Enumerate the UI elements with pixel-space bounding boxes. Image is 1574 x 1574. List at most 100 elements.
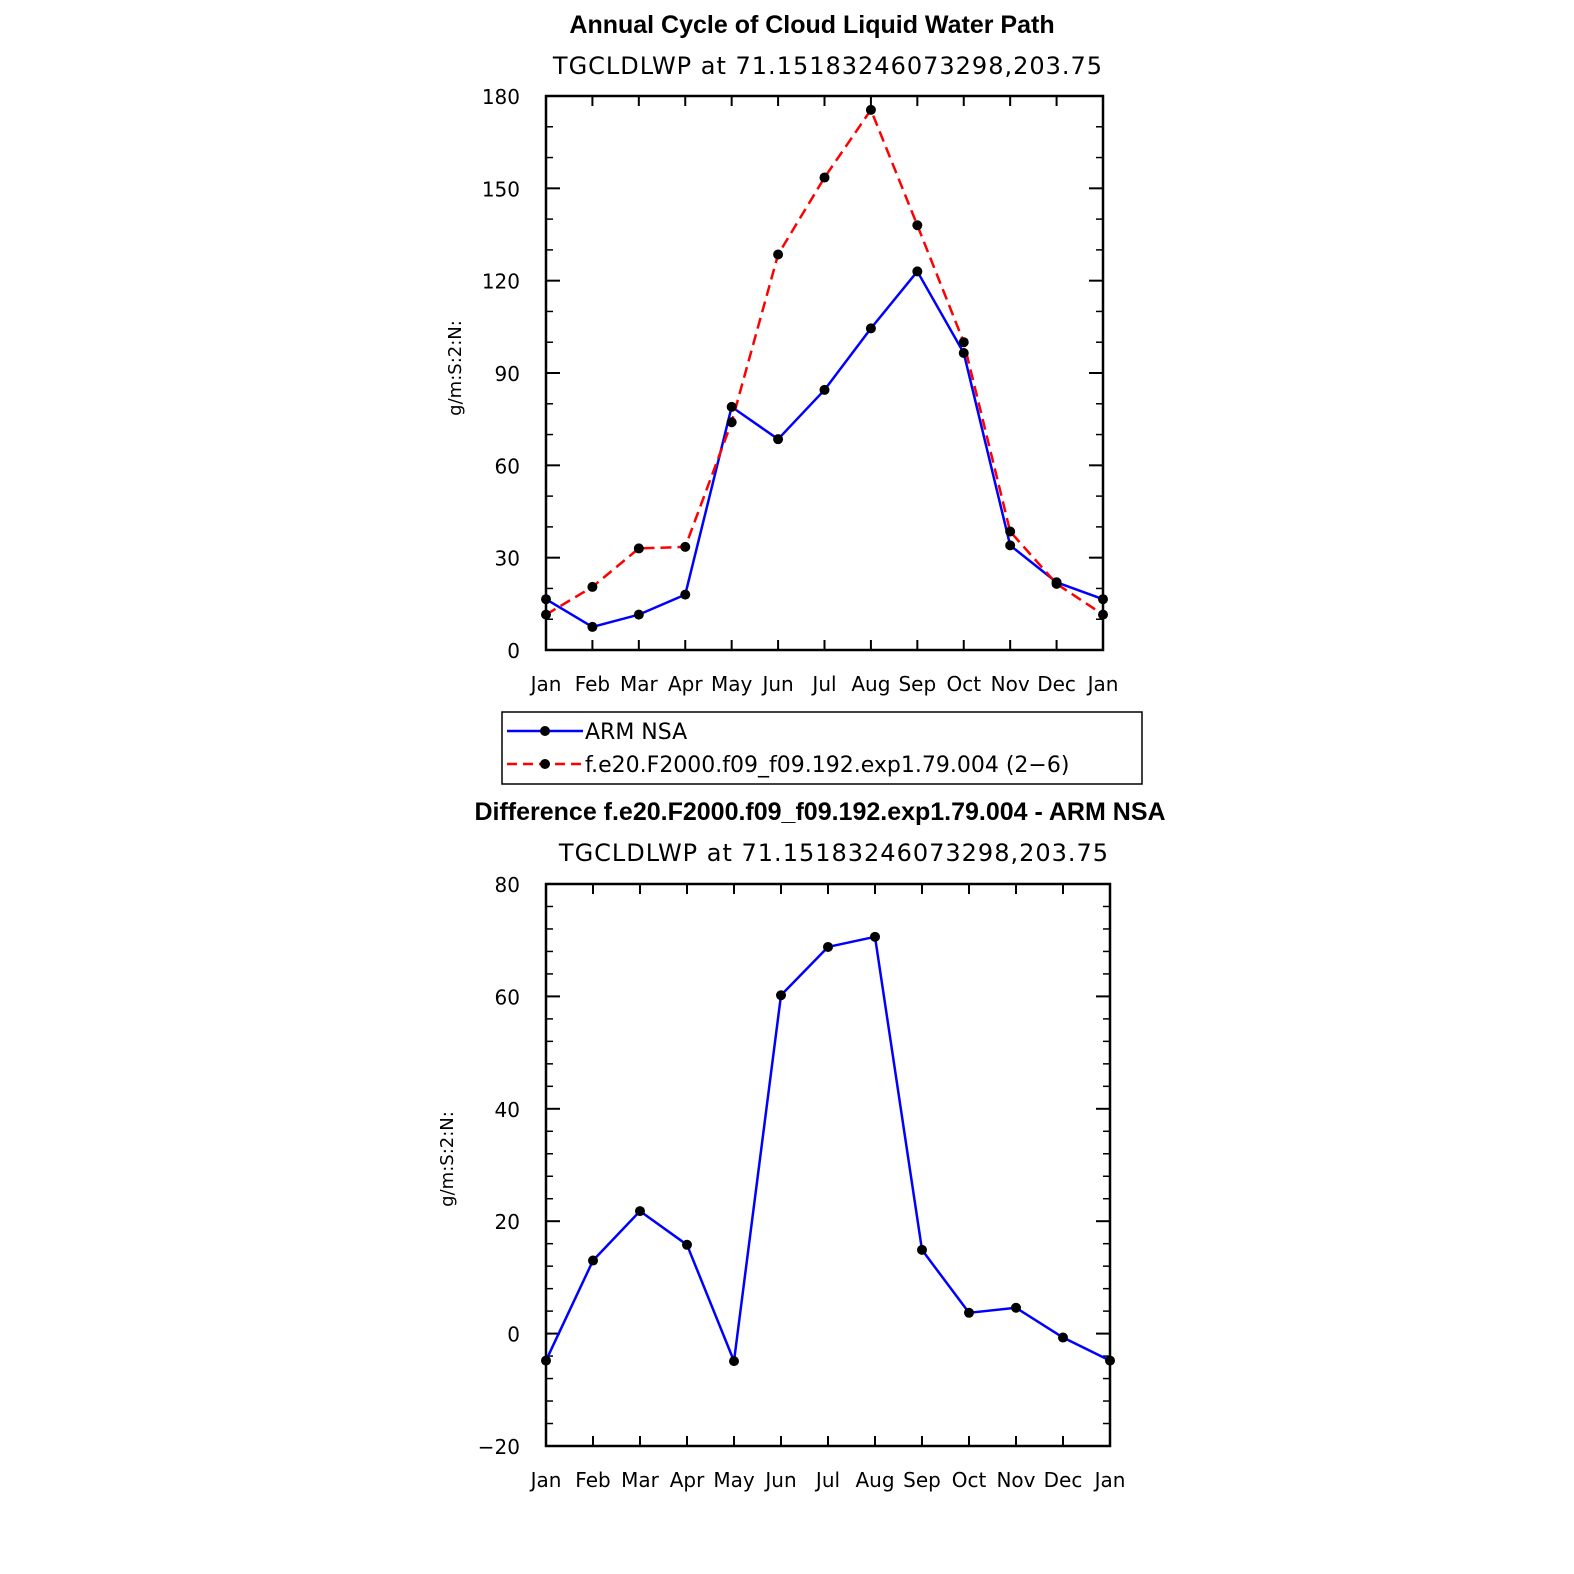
x-tick-label: Nov (991, 672, 1030, 696)
x-tick-label: Aug (855, 1468, 894, 1492)
y-tick-label: 150 (482, 177, 520, 201)
series-1-point (680, 541, 691, 552)
chart-subtitle: TGCLDLWP at 71.15183246073298,203.75 (552, 52, 1103, 80)
series-0-point (917, 1244, 927, 1255)
series-0-point (588, 1255, 598, 1266)
x-tick-label: Jan (1086, 672, 1119, 696)
series-0-point (773, 434, 784, 445)
annual-cycle-panel: Annual Cycle of Cloud Liquid Water Path … (445, 11, 1118, 696)
series-line-1 (545, 108, 1104, 616)
series-1-point (773, 249, 784, 260)
x-tick-label: Oct (952, 1468, 987, 1492)
series-0-point (541, 1355, 551, 1366)
series-0-point (819, 384, 830, 395)
x-tick-label: Sep (903, 1468, 941, 1492)
series-0-point (865, 323, 876, 334)
legend-box (501, 711, 1143, 785)
legend-label-arm: ARM NSA (585, 720, 687, 745)
x-tick-label: Apr (670, 1468, 705, 1492)
y-tick-label: 40 (495, 1098, 520, 1122)
x-tick-label: Feb (575, 672, 610, 696)
x-tick-label: Oct (946, 672, 981, 696)
x-tick-label: Aug (851, 672, 890, 696)
legend: ARM NSA f.e20.F2000.f09_f09.192.exp1.79.… (501, 711, 1143, 785)
x-tick-label: Jul (814, 1468, 840, 1492)
series-0-point (680, 589, 691, 600)
series-0-point (1005, 540, 1016, 551)
x-tick-label: Jan (1093, 1468, 1126, 1492)
series-0-point (823, 941, 833, 952)
series-line-0 (544, 935, 1111, 1363)
series-0-point (635, 1206, 645, 1217)
y-tick-label: 90 (495, 362, 520, 386)
plot-axes: Jan Feb Mar Apr May Jun Jul Aug Sep Oct Nov Dec Jan 0… (482, 85, 1119, 696)
series-1-point (1005, 526, 1016, 537)
chart-title: Annual Cycle of Cloud Liquid Water Path (569, 11, 1054, 39)
x-tick-label: Mar (620, 672, 659, 696)
x-tick-label: Apr (668, 672, 703, 696)
series-1-point (912, 220, 923, 231)
x-tick-label: May (713, 1468, 755, 1492)
series-1-point (541, 609, 551, 620)
x-tick-label: Dec (1037, 672, 1076, 696)
legend-label-model: f.e20.F2000.f09_f09.192.exp1.79.004 (2−6… (585, 753, 1069, 778)
series-line-0 (545, 270, 1104, 629)
difference-panel: Difference f.e20.F2000.f09_f09.192.exp1.… (437, 798, 1166, 1492)
plot-axes: Jan Feb Mar Apr May Jun Jul Aug Sep Oct Nov Dec Jan−… (478, 873, 1126, 1492)
plot-frame (544, 882, 1112, 1448)
x-tick-label: Sep (898, 672, 936, 696)
y-tick-label: 0 (507, 639, 520, 663)
series-0-point (682, 1239, 692, 1250)
series-0-point (541, 594, 551, 605)
legend-marker-arm (540, 726, 550, 736)
series-1-point (958, 337, 969, 348)
x-tick-label: Jun (760, 672, 793, 696)
plot-marks (541, 104, 1108, 632)
y-tick-label: 20 (495, 1210, 520, 1234)
x-tick-label: Jan (529, 1468, 562, 1492)
series-0-point (776, 990, 786, 1001)
series-0-point (1058, 1332, 1068, 1343)
series-0-point (729, 1356, 739, 1367)
y-tick-label: −20 (478, 1435, 520, 1459)
series-1-point (1051, 578, 1062, 589)
x-tick-label: Jun (763, 1468, 796, 1492)
series-0-point (1098, 594, 1108, 605)
series-1-point (819, 172, 830, 183)
y-tick-label: 30 (495, 547, 520, 571)
series-0-point (870, 931, 880, 942)
series-1-point (1098, 609, 1108, 620)
y-tick-label: 60 (495, 985, 520, 1009)
series-0-point (726, 401, 737, 412)
y-tick-label: 80 (495, 873, 520, 897)
series-0-point (587, 621, 598, 632)
series-0-point (633, 609, 644, 620)
y-tick-label: 60 (495, 454, 520, 478)
x-tick-label: Feb (575, 1468, 610, 1492)
series-0-point (912, 266, 923, 277)
chart-title: Difference f.e20.F2000.f09_f09.192.exp1.… (474, 798, 1165, 826)
y-tick-label: 0 (507, 1323, 520, 1347)
x-tick-label: Jan (529, 672, 562, 696)
series-1-point (726, 417, 737, 428)
series-0-point (958, 347, 969, 358)
y-axis-label: g/m:S:2:N: (445, 320, 466, 416)
series-0-point (1011, 1302, 1021, 1313)
plot-marks (541, 931, 1115, 1367)
series-1-point (633, 543, 644, 554)
y-tick-label: 180 (482, 85, 520, 109)
x-tick-label: Jul (810, 672, 836, 696)
x-tick-label: May (711, 672, 753, 696)
series-0-point (1105, 1355, 1115, 1366)
y-tick-label: 120 (482, 270, 520, 294)
x-tick-label: Nov (996, 1468, 1035, 1492)
x-tick-label: Dec (1044, 1468, 1083, 1492)
series-0-point (964, 1307, 974, 1318)
x-tick-label: Mar (621, 1468, 660, 1492)
chart-subtitle: TGCLDLWP at 71.15183246073298,203.75 (558, 839, 1109, 867)
series-1-point (865, 104, 876, 115)
y-axis-label: g/m:S:2:N: (437, 1111, 458, 1207)
series-1-point (587, 581, 598, 592)
legend-marker-model (540, 759, 550, 769)
